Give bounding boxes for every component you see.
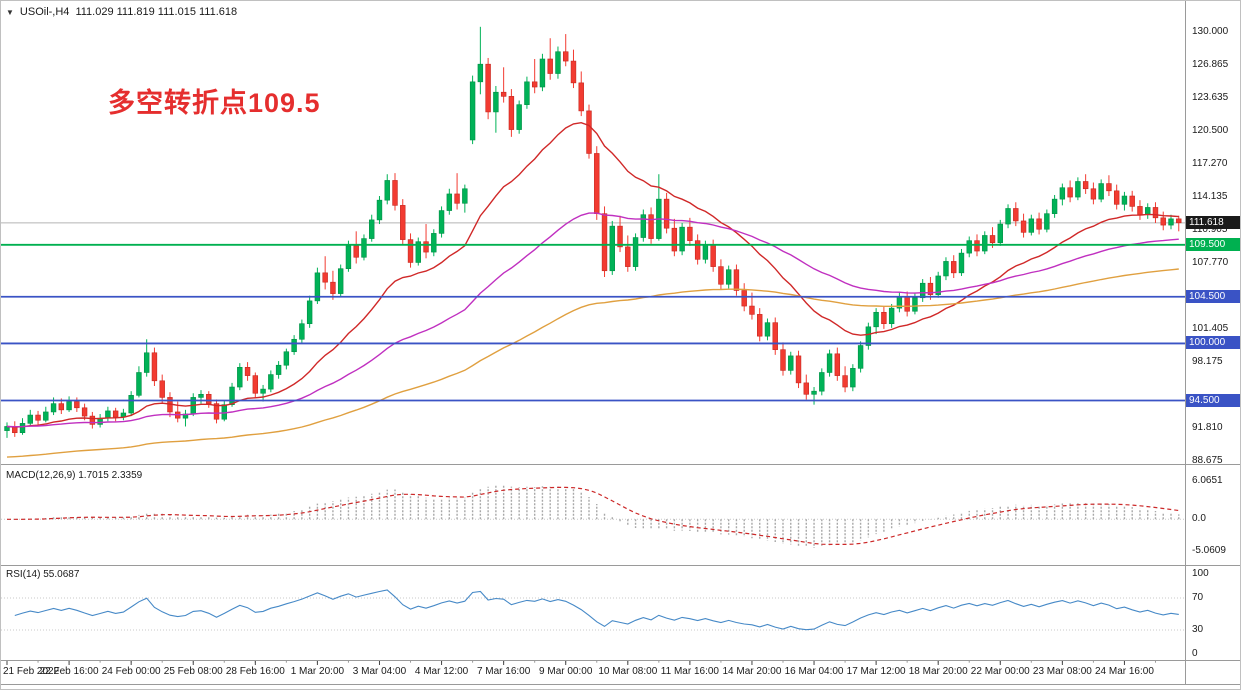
time-label: 23 Mar 08:00 [1032,666,1092,677]
chevron-down-icon[interactable]: ▼ [6,7,14,17]
time-label: 3 Mar 04:00 [352,666,407,677]
price-axis[interactable]: 130.000 126.865 123.635 120.500 117.270 114.1… [1186,1,1240,661]
price-tick: 123.635 [1192,92,1229,104]
symbol-label: USOil-,H4 [19,6,70,18]
price-tick: 107.770 [1192,256,1229,268]
time-label: 18 Mar 20:00 [908,666,968,677]
time-label: 17 Mar 12:00 [846,666,906,677]
price-tick: 130.000 [1192,26,1229,37]
price-tick: 120.500 [1192,124,1229,136]
level-badge-100: 100.000 [1186,336,1240,350]
time-label: 24 Feb 00:00 [101,666,161,677]
time-label: 9 Mar 00:00 [539,666,593,677]
price-tick: 101.405 [1192,322,1229,334]
chart-header: ▼ USOil-,H4 111.029 111.819 111.015 111.… [6,6,237,18]
price-tick: 110.905 [1192,224,1228,236]
level-badge-94-5: 94.500 [1186,393,1240,407]
time-label: 14 Mar 20:00 [722,666,782,677]
rsi-tick: 70 [1192,592,1204,603]
price-tick: 114.135 [1192,190,1228,202]
time-label: 22 Mar 00:00 [970,666,1030,677]
macd-tick: 6.0651 [1192,475,1223,487]
time-label: 21 Feb 2022 [3,666,60,677]
time-label: 11 Mar 16:00 [660,666,719,677]
rsi-label: RSI(14) 55.0687 [6,569,80,580]
rsi-tick: 100 [1192,568,1209,579]
current-price-badge: 111.618 [1186,215,1240,229]
time-label: 10 Mar 08:00 [598,666,658,677]
ohlc-values: 111.029 111.819 111.015 111.618 [75,6,238,18]
time-axis[interactable]: 21 Feb 2022 22 Feb 16:00 24 Feb 00:00 25 Fe… [1,661,1186,685]
price-tick: 126.865 [1192,58,1229,70]
time-label: 1 Mar 20:00 [290,666,345,677]
time-label: 24 Mar 16:00 [1094,666,1154,677]
macd-label: MACD(12,26,9) 1.7015 2.3359 [6,470,143,481]
price-tick: 91.810 [1192,422,1223,434]
time-label: 28 Feb 16:00 [225,666,285,677]
price-tick: 117.270 [1192,158,1228,170]
price-tick: 98.175 [1192,356,1223,368]
time-label: 7 Mar 16:00 [476,666,531,677]
price-tick: 88.675 [1192,454,1223,466]
time-label: 4 Mar 12:00 [414,666,469,677]
macd-tick: -5.0609 [1192,545,1226,557]
level-badge-104-5: 104.500 [1186,289,1240,303]
time-label: 25 Feb 08:00 [163,666,223,677]
level-badge-109-5: 109.500 [1186,237,1240,251]
time-label: 22 Feb 16:00 [39,666,99,677]
rsi-tick: 30 [1192,624,1204,635]
time-label: 16 Mar 04:00 [784,666,844,677]
macd-tick: 0.0 [1192,513,1206,525]
rsi-tick: 0 [1192,648,1198,659]
annotation-text: 多空转折点109.5 [108,88,321,118]
